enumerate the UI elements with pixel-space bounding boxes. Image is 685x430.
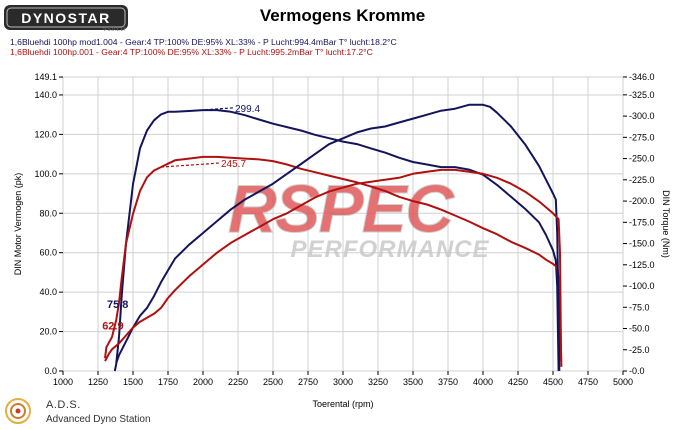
dynostar-logo-graphic: DYNOSTAR: [4, 5, 128, 30]
y-tick-label: 0.0: [44, 366, 57, 376]
watermark-sub: PERFORMANCE: [290, 236, 489, 263]
peak-layer: 299.4 245.7 75.8 62.9: [102, 104, 260, 333]
grid: [62, 76, 624, 372]
series-line-run2-power: [104, 168, 563, 362]
y2-tick-label: -225.0: [629, 175, 655, 185]
logo-version: V 5.0.1.17: [103, 27, 126, 33]
footer-name: A.D.S.: [46, 399, 81, 411]
x-tick-label: 2500: [263, 377, 283, 387]
x-tick-label: 4500: [543, 377, 563, 387]
x-tick-label: 1000: [53, 377, 73, 387]
x-tick-label: 1250: [88, 377, 108, 387]
x-tick-label: 2750: [298, 377, 318, 387]
y-tick-label: 40.0: [39, 287, 57, 297]
run2-info: 1,6Bluehdi 100hp.001 - Gear:4 TP:100% DE…: [10, 47, 373, 57]
x-tick-label: 3250: [368, 377, 388, 387]
x-tick-label: 1750: [158, 377, 178, 387]
x-tick-label: 5000: [613, 377, 633, 387]
y2-tick-label: -346.0: [629, 72, 655, 82]
y2-axis-label: DIN Torque (Nm): [661, 190, 671, 258]
page-title: Vermogens Kromme: [259, 6, 426, 25]
peak-label-run1-torque: 299.4: [235, 104, 260, 115]
y2-tick-label: -300.0: [629, 111, 655, 121]
x-tick-label: 3000: [333, 377, 353, 387]
y-axis-label: DIN Motor Vermogen (pk): [13, 173, 23, 276]
y-axis-ticks: 0.0 20.0 40.0 60.0 80.0 100.0 120.0 140.0 149.1: [34, 72, 63, 376]
y-tick-label: 20.0: [39, 327, 57, 337]
peak-label-run1-power: 75.8: [107, 299, 128, 311]
y2-tick-label: -275.0: [629, 132, 655, 142]
y-tick-label: 140.0: [34, 90, 57, 100]
series-line-run1-power: [115, 103, 561, 372]
x-axis-label: Toerental (rpm): [312, 399, 373, 409]
y-tick-label: 149.1: [34, 72, 57, 82]
peak-label-run2-power: 62.9: [102, 321, 123, 333]
run1-info: 1,6Bluehdi 100hp mod1.004 - Gear:4 TP:10…: [10, 37, 397, 47]
x-tick-label: 3750: [438, 377, 458, 387]
y2-tick-label: -175.0: [629, 217, 655, 227]
x-tick-label: 3500: [403, 377, 423, 387]
y2-tick-label: -100.0: [629, 281, 655, 291]
series-line-run2-torque: [104, 155, 563, 367]
y2-tick-label: -200.0: [629, 196, 655, 206]
watermark-main: RSPEC: [228, 171, 455, 247]
x-tick-label: 2250: [228, 377, 248, 387]
x-tick-label: 4000: [473, 377, 493, 387]
ads-logo-icon: [4, 397, 32, 425]
watermark: RSPEC PERFORMANCE: [227, 171, 489, 264]
x-tick-label: 1500: [123, 377, 143, 387]
x-tick-label: 4250: [508, 377, 528, 387]
y-tick-label: 100.0: [34, 169, 57, 179]
y2-tick-label: -25.0: [629, 345, 650, 355]
x-tick-label: 2000: [193, 377, 213, 387]
logo-text: DYNOSTAR: [21, 10, 111, 26]
y-tick-label: 60.0: [39, 248, 57, 258]
y2-tick-label: -0.0: [629, 366, 645, 376]
series-line-run1-torque: [113, 109, 560, 372]
y2-tick-label: -75.0: [629, 302, 650, 312]
x-axis-ticks: 1000 1250 1500 1750 2000 2250 2500 2750 3000 3250…: [53, 371, 633, 387]
ads-logo-graphic: [5, 398, 31, 424]
y-tick-label: 80.0: [39, 208, 57, 218]
series-layer: [104, 103, 563, 372]
y2-tick-label: -150.0: [629, 239, 655, 249]
x-tick-label: 4750: [578, 377, 598, 387]
y2-tick-label: -250.0: [629, 154, 655, 164]
y-tick-label: 120.0: [34, 129, 57, 139]
dynostar-logo: DYNOSTAR: [3, 4, 129, 31]
y2-tick-label: -125.0: [629, 260, 655, 270]
peak-label-run2-torque: 245.7: [221, 159, 246, 170]
y2-tick-label: -325.0: [629, 90, 655, 100]
footer-desc: Advanced Dyno Station: [46, 414, 151, 425]
y2-axis-ticks: -0.0 -25.0 -50.0 -75.0 -100.0 -125.0 -150.0 -17…: [623, 72, 655, 376]
y2-tick-label: -50.0: [629, 324, 650, 334]
